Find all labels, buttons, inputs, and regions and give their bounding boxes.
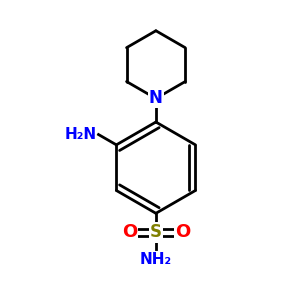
Text: N: N <box>149 89 163 107</box>
Text: O: O <box>122 224 137 242</box>
Text: H₂N: H₂N <box>65 127 97 142</box>
Text: NH₂: NH₂ <box>140 252 172 267</box>
Text: S: S <box>150 224 162 242</box>
Text: O: O <box>175 224 190 242</box>
